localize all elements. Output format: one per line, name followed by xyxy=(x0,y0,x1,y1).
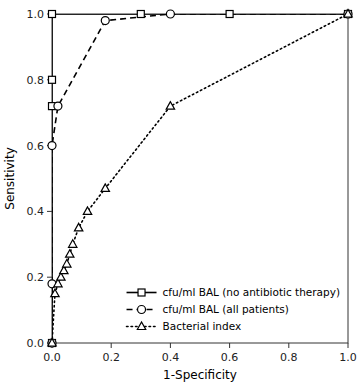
point-marker xyxy=(51,289,59,297)
point-marker xyxy=(54,102,62,110)
x-tick xyxy=(111,343,112,348)
point-marker xyxy=(66,250,74,258)
point-marker xyxy=(226,11,233,18)
y-axis-label: Sensitivity xyxy=(3,147,17,209)
x-tick xyxy=(348,343,349,348)
series-line xyxy=(52,14,348,343)
point-marker xyxy=(83,207,91,215)
point-marker xyxy=(166,10,174,18)
y-tick-label: 0.6 xyxy=(27,140,45,153)
point-marker xyxy=(101,17,109,25)
legend-label: Bacterial index xyxy=(163,320,242,332)
point-marker xyxy=(49,340,56,347)
y-tick xyxy=(47,277,52,278)
point-marker xyxy=(345,11,352,18)
y-tick-label: 0.4 xyxy=(27,205,45,218)
x-tick-label: 1.0 xyxy=(339,351,357,364)
point-marker xyxy=(48,142,56,150)
point-marker xyxy=(49,11,56,18)
legend-marker xyxy=(138,289,145,296)
x-axis-label: 1-Specificity xyxy=(163,368,237,382)
y-tick-label: 0.2 xyxy=(27,271,45,284)
point-marker xyxy=(63,260,71,268)
point-marker xyxy=(48,339,56,347)
series-line xyxy=(52,14,348,343)
point-marker xyxy=(69,240,77,248)
point-marker xyxy=(137,11,144,18)
y-tick-label: 0.8 xyxy=(27,74,45,87)
legend-label: cfu/ml BAL (all patients) xyxy=(163,303,289,315)
point-marker xyxy=(344,10,352,18)
x-tick-label: 0.6 xyxy=(221,351,239,364)
point-marker xyxy=(74,223,82,231)
x-tick-label: 0.8 xyxy=(280,351,298,364)
point-marker xyxy=(166,102,174,110)
x-tick xyxy=(229,343,230,348)
y-tick-label: 0.0 xyxy=(27,337,45,350)
x-tick-label: 0.0 xyxy=(43,351,61,364)
chart: 0.0 0.2 0.4 0.6 0.8 1.0 0.0 0.2 0.4 0.6 0.8 1.0 1-Sp… xyxy=(0,0,362,389)
y-tick xyxy=(47,211,52,212)
x-tick-label: 0.4 xyxy=(162,351,180,364)
lines xyxy=(52,14,348,343)
x-tick xyxy=(170,343,171,348)
x-tick xyxy=(288,343,289,348)
markers xyxy=(48,10,352,348)
series-line xyxy=(52,14,348,343)
point-marker xyxy=(344,10,352,18)
legend-label: cfu/ml BAL (no antibiotic therapy) xyxy=(163,286,340,298)
point-marker xyxy=(48,339,56,347)
legend-marker xyxy=(138,306,146,314)
point-marker xyxy=(101,184,109,192)
x-tick-label: 0.2 xyxy=(102,351,120,364)
point-marker xyxy=(49,76,56,83)
plot-frame xyxy=(52,14,348,343)
legend: cfu/ml BAL (no antibiotic therapy) cfu/ml… xyxy=(127,286,340,332)
y-tick-label: 1.0 xyxy=(27,8,45,21)
legend-marker xyxy=(137,322,145,330)
